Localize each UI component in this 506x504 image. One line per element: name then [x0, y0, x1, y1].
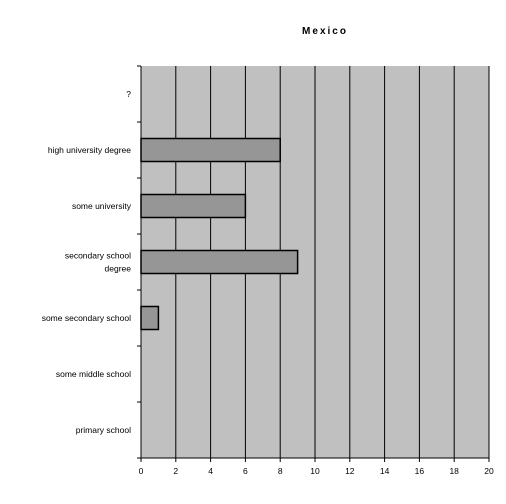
axes: [137, 65, 490, 462]
bar: [140, 137, 281, 163]
category-label: some middle school: [56, 369, 131, 379]
bars: [140, 137, 299, 331]
x-tick-label: 0: [139, 466, 144, 476]
x-tick-label: 8: [278, 466, 283, 476]
category-label: some university: [72, 201, 132, 211]
x-tick-label: 6: [243, 466, 248, 476]
x-tick-label: 4: [208, 466, 213, 476]
category-label: primary school: [76, 425, 131, 435]
x-tick-label: 18: [449, 466, 459, 476]
category-label: secondary school degree: [65, 251, 131, 274]
bar: [140, 193, 247, 219]
x-tick-label: 2: [173, 466, 178, 476]
x-tick-label: 14: [380, 466, 390, 476]
x-tick-label: 16: [415, 466, 425, 476]
chart-title: Mexico: [302, 26, 348, 37]
x-tick-label: 20: [484, 466, 494, 476]
category-label: ?: [126, 89, 131, 99]
category-label: high university degree: [48, 145, 131, 155]
x-tick-label: 12: [345, 466, 355, 476]
bar: [140, 305, 160, 331]
x-tick-labels: 0 2 4 6 8 10 12 14 16 18 20: [139, 466, 494, 476]
x-tick-label: 10: [310, 466, 320, 476]
category-labels: ? high university degree some university se…: [42, 89, 132, 435]
category-label: some secondary school: [42, 313, 131, 323]
bar: [140, 249, 299, 275]
